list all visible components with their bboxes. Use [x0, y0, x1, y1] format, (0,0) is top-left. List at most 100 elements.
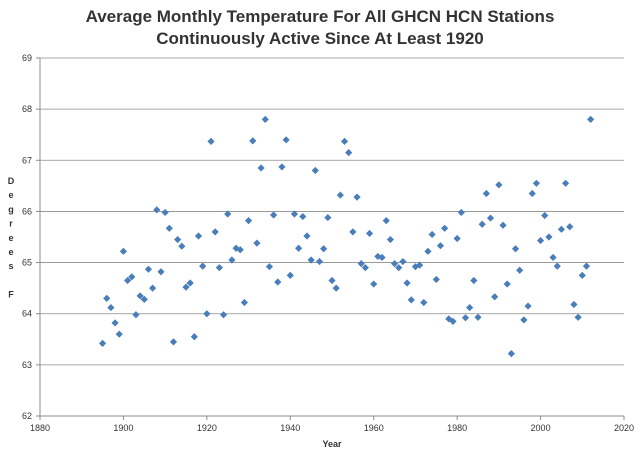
- data-point-1920: [203, 310, 211, 318]
- data-point-1904: [136, 292, 144, 300]
- x-tick-label-3: 1940: [280, 423, 300, 433]
- data-point-2009: [574, 313, 582, 321]
- data-point-1975: [432, 275, 440, 284]
- data-point-1987: [482, 189, 490, 198]
- data-point-1953: [340, 137, 349, 145]
- data-point-2004: [553, 262, 561, 270]
- data-point-1981: [457, 208, 465, 217]
- data-point-1976: [436, 242, 445, 250]
- y-tick-label-0: 62: [22, 411, 32, 421]
- data-point-1988: [486, 214, 495, 222]
- data-point-1907: [149, 284, 157, 292]
- data-point-1903: [132, 311, 140, 319]
- data-point-1979: [449, 317, 457, 325]
- data-point-1912: [169, 338, 178, 346]
- data-point-1948: [320, 245, 328, 253]
- data-point-1965: [390, 259, 399, 268]
- data-point-2012: [587, 115, 595, 123]
- data-point-1967: [399, 257, 407, 266]
- data-point-1936: [270, 211, 278, 219]
- data-point-1966: [395, 264, 403, 272]
- data-point-1964: [386, 235, 394, 244]
- data-point-1954: [345, 149, 353, 157]
- data-point-1898: [111, 319, 119, 327]
- data-point-2002: [545, 233, 553, 241]
- y-tick-label-1: 63: [22, 360, 32, 370]
- data-point-1977: [441, 224, 449, 232]
- x-tick-labels: 1880 1900 1920 1940 1960 1980 2000 2020: [30, 423, 634, 433]
- data-point-1905: [140, 295, 148, 303]
- data-point-2000: [536, 236, 545, 245]
- data-point-1994: [511, 245, 520, 253]
- data-point-1945: [307, 256, 315, 264]
- y-tick-label-2: 64: [22, 309, 32, 319]
- data-point-1910: [161, 208, 169, 217]
- data-point-1978: [445, 315, 453, 323]
- data-point-2008: [570, 300, 578, 309]
- data-point-1922: [211, 228, 219, 236]
- data-point-2003: [549, 253, 557, 262]
- chart-title-line-2: Continuously Active Since At Least 1920: [156, 29, 484, 48]
- data-point-1942: [295, 244, 303, 252]
- axes: [36, 57, 625, 420]
- data-point-1909: [157, 268, 165, 276]
- data-point-1939: [282, 136, 290, 144]
- data-point-2007: [566, 223, 574, 231]
- data-point-1901: [124, 276, 132, 285]
- data-point-1932: [253, 239, 261, 247]
- data-point-1897: [107, 303, 115, 312]
- data-point-1956: [353, 193, 361, 201]
- data-point-1993: [507, 350, 515, 358]
- data-point-1955: [349, 228, 357, 236]
- y-tick-label-7: 69: [22, 53, 32, 63]
- data-point-2001: [541, 211, 549, 220]
- data-point-1928: [236, 246, 244, 254]
- data-point-1949: [324, 213, 332, 222]
- chart-title: Average Monthly Temperature For All GHCN…: [0, 6, 640, 50]
- y-tick-label-5: 67: [22, 155, 32, 165]
- data-point-1984: [470, 276, 478, 285]
- data-point-1971: [416, 261, 424, 269]
- y-axis-label-letter-5: e: [8, 247, 13, 257]
- data-point-1895: [98, 339, 107, 347]
- data-point-1930: [244, 217, 253, 225]
- y-tick-labels: 62 63 64 65 66 67 68 69: [22, 53, 32, 421]
- data-point-1962: [378, 253, 386, 262]
- data-point-1925: [224, 210, 232, 218]
- data-point-1923: [215, 264, 223, 272]
- x-tick-label-2: 1920: [197, 423, 217, 433]
- y-axis-label-letter-4: e: [8, 233, 13, 243]
- data-point-1990: [495, 181, 503, 189]
- y-axis-label-letter-0: D: [8, 176, 15, 186]
- data-point-1995: [516, 266, 524, 274]
- chart-title-line-1: Average Monthly Temperature For All GHCN…: [85, 7, 555, 26]
- data-point-1980: [453, 234, 461, 243]
- data-point-1970: [411, 263, 420, 271]
- data-point-1996: [520, 316, 528, 324]
- data-point-1916: [186, 279, 194, 287]
- data-point-1947: [315, 257, 324, 266]
- data-point-1968: [403, 279, 411, 287]
- data-point-1935: [265, 263, 274, 271]
- data-point-2006: [562, 179, 570, 187]
- data-point-2005: [557, 225, 566, 233]
- data-point-1931: [249, 137, 257, 145]
- data-point-1957: [357, 259, 365, 268]
- data-point-1908: [153, 206, 161, 214]
- data-point-1943: [299, 212, 307, 221]
- data-point-1918: [194, 232, 203, 240]
- data-point-2011: [582, 262, 591, 270]
- data-point-1985: [474, 313, 482, 321]
- data-point-2010: [578, 271, 586, 279]
- data-point-1969: [407, 296, 415, 304]
- data-point-1934: [261, 115, 269, 123]
- data-point-1926: [228, 256, 236, 264]
- x-tick-label-1: 1900: [113, 423, 133, 433]
- data-point-1961: [374, 252, 382, 261]
- y-axis-label-letter-2: g: [8, 204, 14, 214]
- data-point-1959: [365, 229, 374, 238]
- data-point-1951: [332, 284, 340, 292]
- data-point-1911: [165, 224, 173, 232]
- data-point-1983: [466, 303, 474, 312]
